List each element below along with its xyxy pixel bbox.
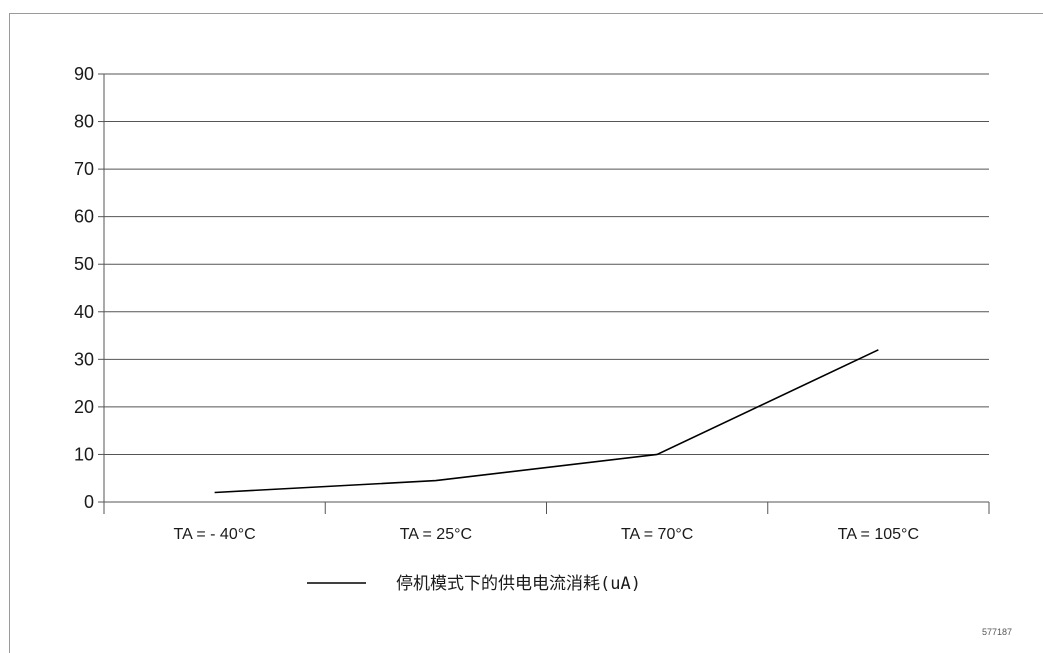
y-tick-label: 20 — [74, 397, 94, 417]
legend-label: 停机模式下的供电电流消耗(uA) — [396, 574, 641, 594]
y-tick-labels: 0 10 20 30 40 50 60 70 80 90 — [74, 64, 94, 512]
y-tick-label: 60 — [74, 207, 94, 227]
y-tick-label: 30 — [74, 349, 94, 369]
y-tick-label: 70 — [74, 159, 94, 179]
y-tick-label: 0 — [84, 492, 94, 512]
x-tick-label: TA = 105°C — [838, 526, 919, 543]
gridlines — [104, 73, 989, 503]
y-tick-label: 80 — [74, 112, 94, 132]
x-tick-label: TA = - 40°C — [174, 526, 256, 543]
y-tick-label: 50 — [74, 254, 94, 274]
y-tick-label: 40 — [74, 302, 94, 322]
series-group — [214, 349, 879, 494]
axes — [98, 73, 990, 514]
x-tick-label: TA = 70°C — [621, 526, 693, 543]
x-tick-labels: TA = - 40°C TA = 25°C TA = 70°C TA = 105°C — [174, 526, 919, 543]
x-tick-label: TA = 25°C — [400, 526, 472, 543]
y-tick-label: 90 — [74, 64, 94, 84]
chart-frame — [9, 13, 1043, 653]
legend: 停机模式下的供电电流消耗(uA) — [307, 574, 641, 594]
y-tick-label: 10 — [74, 444, 94, 464]
series-line-0 — [214, 349, 879, 494]
figure-id: 577187 — [982, 627, 1012, 637]
